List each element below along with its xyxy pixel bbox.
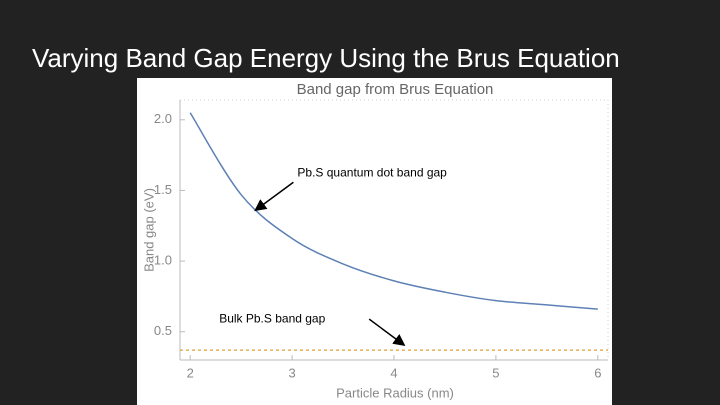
y-tick-label: 2.0 [154,111,172,126]
x-tick-label: 2 [187,365,194,380]
annotation-arrow [368,318,406,347]
y-tick-label: 1.5 [154,182,172,197]
line [189,112,598,310]
x-tick-label: 3 [288,365,295,380]
annotation-text: Bulk Pb.S band gap [219,311,325,325]
chart-title: Band gap from Brus Equation [297,81,494,98]
y-tick-label: 0.5 [154,323,172,338]
x-tick-label: 5 [492,365,499,380]
x-axis-label: Particle Radius (nm) [336,385,454,400]
slide-title: Varying Band Gap Energy Using the Brus E… [32,43,620,73]
y-axis-label: Band gap (eV) [141,188,156,272]
x-tick-label: 6 [594,365,601,380]
x-tick-label: 4 [390,365,397,380]
annotation-text: Pb.S quantum dot band gap [297,165,447,179]
annotation-arrow [254,181,294,212]
y-tick-label: 1.0 [154,253,172,268]
chart-background [137,78,612,405]
